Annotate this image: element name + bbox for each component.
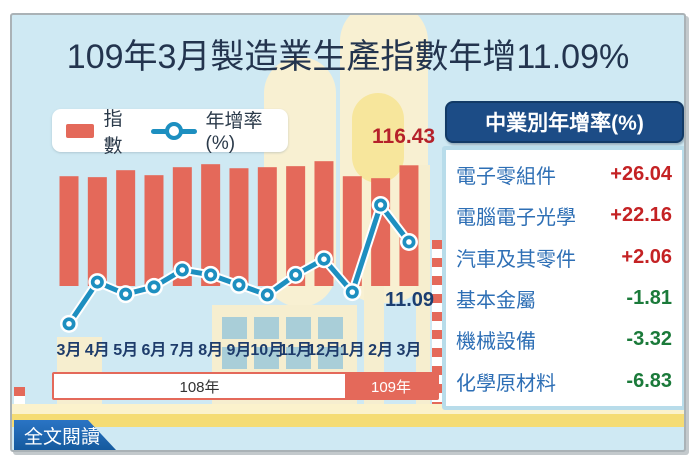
sector-label: 基本金屬: [456, 290, 536, 313]
smoke-highlight-illustration: [352, 93, 404, 183]
window-illustration: [286, 317, 311, 339]
chart-legend: 指數 年增率(%): [52, 109, 288, 157]
sector-label: 化學原材料: [456, 372, 556, 395]
year-group-109: 109年: [345, 374, 437, 398]
growth-marker: [66, 321, 72, 327]
bar-legend-label: 指數: [103, 108, 123, 157]
growth-marker: [349, 289, 356, 295]
growth-marker: [264, 292, 271, 298]
striped-chimney-illustration: [14, 387, 25, 417]
sector-row: 化學原材料 -6.83: [456, 367, 672, 396]
index-bar: [59, 176, 79, 286]
index-bar: [201, 164, 221, 286]
line-marker-icon: [164, 121, 183, 140]
line-legend-label: 年增率(%): [205, 111, 263, 154]
card: 109年3月製造業生產指數年增11.09% 指數 年增率(%) 3月 4月 5月 6月…: [10, 13, 686, 452]
bar-legend-swatch: [66, 123, 95, 138]
sector-row: 電腦電子光學 +22.16: [456, 201, 672, 230]
growth-marker: [377, 202, 384, 208]
index-bar: [257, 167, 277, 286]
sector-value: +22.16: [610, 204, 672, 227]
month-axis-label: 7月: [170, 341, 195, 359]
growth-marker: [179, 267, 186, 273]
growth-marker: [151, 284, 157, 290]
sector-label: 電子零組件: [456, 166, 556, 189]
growth-marker: [406, 239, 412, 245]
index-bar: [399, 165, 419, 286]
month-axis-label: 12月: [307, 341, 341, 359]
window-illustration: [222, 347, 247, 369]
window-illustration: [254, 347, 279, 369]
window-illustration: [286, 347, 311, 369]
factory-pillar-illustration: [416, 165, 430, 417]
month-axis-label: 10月: [250, 341, 284, 359]
sector-value: -6.83: [626, 369, 672, 392]
year-group-108: 108年: [179, 378, 220, 396]
index-peak-value: 116.43: [372, 125, 436, 148]
line-legend-sample: [150, 121, 197, 140]
month-axis-label: 1月: [340, 341, 365, 359]
window-illustration: [318, 317, 343, 339]
sector-panel-header: 中業別年增率(%): [445, 101, 684, 143]
index-bar: [144, 175, 164, 286]
window-illustration: [318, 347, 343, 369]
sector-label: 機械設備: [456, 331, 536, 354]
ground-stripe-illustration: [12, 414, 684, 427]
growth-marker: [207, 272, 214, 278]
ground-stripe-illustration: [12, 404, 684, 414]
month-axis-label: 4月: [85, 341, 110, 359]
sector-value: -3.32: [626, 328, 672, 351]
month-axis-label: 2月: [368, 341, 393, 359]
growth-marker: [236, 282, 242, 288]
sector-label: 汽車及其零件: [456, 248, 576, 271]
index-bar: [87, 177, 107, 286]
index-bar: [342, 176, 362, 286]
sector-value: -1.81: [626, 287, 672, 310]
sector-panel: 電子零組件 +26.04 電腦電子光學 +22.16 汽車及其零件 +2.06 …: [442, 146, 684, 410]
month-axis-label: 3月: [57, 341, 82, 359]
month-axis-label: 5月: [113, 341, 138, 359]
growth-marker: [321, 256, 327, 262]
month-axis-label: 8月: [198, 341, 223, 359]
year-axis-bar: 108年 109年: [52, 372, 439, 400]
latest-growth-value: 11.09: [385, 289, 434, 311]
index-bar: [286, 166, 306, 286]
page-title: 109年3月製造業生產指數年增11.09%: [66, 38, 630, 76]
sector-row: 電子零組件 +26.04: [456, 160, 672, 189]
sector-row: 汽車及其零件 +2.06: [456, 243, 672, 272]
window-illustration: [222, 317, 247, 339]
growth-marker: [122, 291, 129, 297]
index-bar: [229, 168, 249, 286]
growth-marker: [94, 279, 101, 285]
month-axis-label: 3月: [397, 341, 422, 359]
window-illustration: [254, 317, 279, 339]
index-bar: [116, 170, 136, 286]
index-bar: [172, 167, 192, 286]
month-axis-label: 9月: [227, 341, 252, 359]
sector-row: 基本金屬 -1.81: [456, 284, 672, 313]
month-axis-label: 6月: [142, 341, 167, 359]
sector-value: +26.04: [610, 163, 672, 186]
growth-marker: [292, 272, 299, 278]
sector-row: 機械設備 -3.32: [456, 325, 672, 354]
month-axis-label: 11月: [279, 341, 312, 359]
sector-label: 電腦電子光學: [456, 207, 576, 230]
sector-value: +2.06: [621, 245, 672, 268]
